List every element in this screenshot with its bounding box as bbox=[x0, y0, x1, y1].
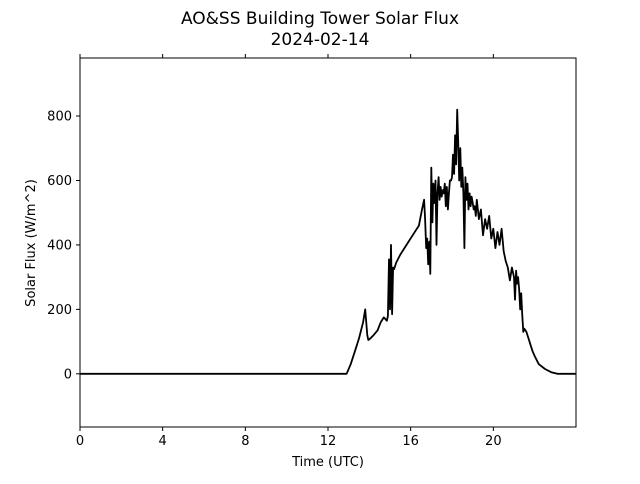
x-tick-label: 16 bbox=[402, 434, 419, 449]
y-tick-label: 200 bbox=[47, 303, 72, 318]
y-tick-label: 400 bbox=[47, 238, 72, 253]
series-line-solar-flux bbox=[80, 108, 576, 375]
chart-title: AO&SS Building Tower Solar Flux bbox=[181, 9, 459, 29]
chart-subtitle: 2024-02-14 bbox=[271, 30, 370, 50]
plot-frame bbox=[79, 57, 577, 428]
x-tick-label: 12 bbox=[320, 434, 337, 449]
x-tick-label: 0 bbox=[76, 434, 84, 449]
x-axis-label: Time (UTC) bbox=[291, 455, 364, 470]
y-tick-label: 600 bbox=[47, 174, 72, 189]
x-tick-label: 20 bbox=[485, 434, 502, 449]
x-tick-label: 4 bbox=[159, 434, 167, 449]
x-tick-label: 8 bbox=[241, 434, 249, 449]
y-axis-label: Solar Flux (W/m^2) bbox=[24, 179, 39, 307]
axis-ticks bbox=[76, 54, 494, 431]
y-tick-label: 0 bbox=[64, 367, 72, 382]
y-tick-label: 800 bbox=[47, 110, 72, 125]
